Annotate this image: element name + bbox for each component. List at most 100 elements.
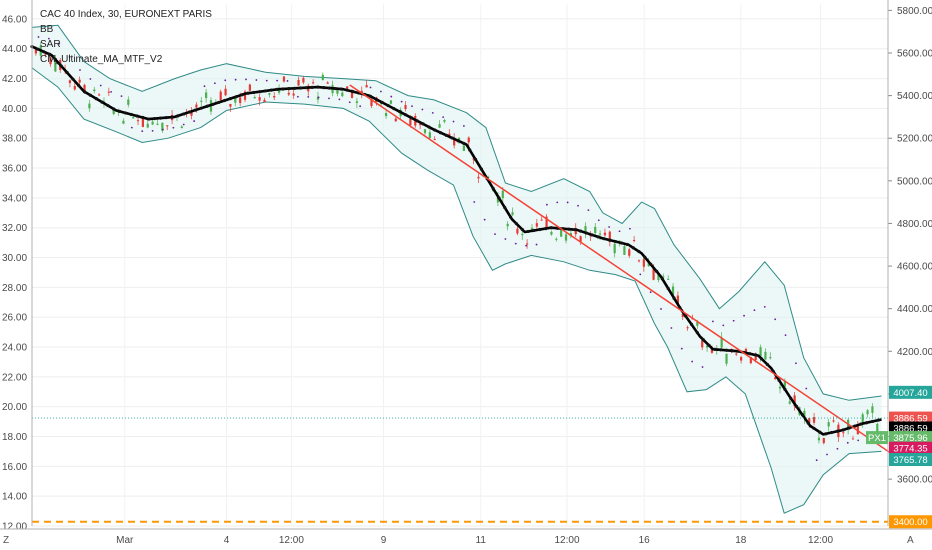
price-tag: 3400.00 (889, 515, 932, 529)
candle-body (555, 238, 558, 240)
legend-indicator-sar[interactable]: SAR (40, 39, 61, 50)
sar-dot (815, 459, 818, 462)
x-axis-tick-label: 9 (381, 535, 387, 546)
ma-dot (135, 114, 139, 118)
sar-dot (276, 79, 279, 82)
legend-indicator-ma[interactable]: CM_Ultimate_MA_MTF_V2 (40, 54, 163, 65)
ma-dot (47, 52, 52, 56)
candle-body (511, 212, 514, 215)
price-tag: 4007.40 (889, 385, 932, 399)
legend-title[interactable]: CAC 40 Index, 30, EURONEXT PARIS (40, 9, 212, 20)
candle-body (788, 401, 791, 404)
candle-body (297, 79, 300, 86)
left-axis-mode-button[interactable]: Z (3, 535, 9, 546)
candle-body (219, 91, 222, 101)
right-axis-mode-button[interactable]: A (907, 535, 914, 546)
candle-body (88, 103, 91, 109)
candle-body (861, 414, 864, 425)
candle-body (258, 97, 261, 101)
sar-dot (608, 226, 611, 228)
candle-body (321, 74, 324, 81)
candle-body (166, 125, 169, 127)
candle-body (224, 88, 227, 96)
right-axis-tick-label: 5600.00 (897, 49, 932, 60)
sar-dot (618, 230, 621, 233)
candle-body (78, 79, 81, 83)
ma-dot (544, 226, 548, 231)
ma-dot (100, 100, 104, 104)
ma-dot (269, 88, 273, 92)
ma-dot (789, 396, 793, 400)
candle-body (190, 111, 193, 116)
candle-body (681, 313, 684, 317)
candle-body (336, 88, 339, 94)
ma-dot (719, 348, 723, 352)
candle-body (545, 216, 548, 228)
candle-body (141, 118, 144, 127)
sar-dot (47, 37, 50, 40)
ma-dot (666, 286, 670, 291)
ma-dot (596, 235, 600, 239)
ma-dot (456, 139, 460, 143)
sar-dot (660, 308, 662, 310)
candle-body (832, 420, 835, 422)
sar-dot (712, 320, 714, 323)
legend-indicator-bb[interactable]: BB (40, 24, 54, 35)
trendline[interactable] (349, 84, 895, 457)
x-axis-tick-label: 18 (735, 535, 747, 546)
candle-body (686, 327, 689, 329)
ma-dot (649, 262, 653, 266)
price-tag-box (889, 441, 932, 455)
sar-dot (400, 100, 403, 103)
price-tag-label: PX1 (868, 433, 886, 444)
ma-dot (514, 222, 519, 226)
sar-dot (857, 439, 860, 442)
candle-body (876, 423, 879, 436)
drawings[interactable] (32, 84, 895, 523)
sar-dot (234, 78, 237, 81)
candle-body (132, 117, 135, 119)
left-axis-tick-label: 26.00 (2, 313, 27, 324)
ma-dot (526, 229, 530, 234)
grid (32, 4, 888, 527)
candle-body (774, 377, 777, 379)
sar-dot (452, 120, 455, 123)
candle-body (263, 99, 266, 103)
sar-dot (805, 387, 808, 390)
sar-dot (556, 201, 559, 204)
ma-dot (164, 116, 168, 120)
sar-dot (535, 243, 538, 246)
sar-dot (577, 204, 579, 207)
candle-body (443, 120, 446, 122)
ma-dot (614, 239, 618, 244)
candle-body (93, 89, 96, 92)
ma-dot (328, 86, 332, 90)
ma-dot (339, 87, 343, 91)
x-axis-tick-label: 11 (476, 535, 487, 546)
ma-dot (777, 378, 781, 382)
price-tag-value: 3765.78 (893, 455, 927, 466)
sar-dot (649, 291, 652, 294)
price-tag-value: 3774.35 (893, 444, 927, 455)
candle-body (535, 223, 538, 227)
candle-body (647, 262, 650, 266)
ma-dot (141, 115, 145, 120)
ma-dot (351, 90, 355, 94)
ma-dot (462, 141, 466, 146)
sar-dot (784, 334, 787, 337)
ma-dot (415, 119, 419, 123)
candle-body (360, 90, 363, 93)
sar-dot (224, 79, 227, 82)
ma-dot (573, 228, 577, 232)
candle-body (564, 234, 568, 241)
ma-dot (438, 131, 443, 135)
candle-body (579, 236, 582, 242)
sar-dot (753, 309, 756, 312)
sar-dot (37, 36, 40, 38)
ma-dot (567, 227, 571, 231)
ma-dot (199, 106, 203, 110)
left-axis-tick-label: 42.00 (2, 74, 27, 85)
